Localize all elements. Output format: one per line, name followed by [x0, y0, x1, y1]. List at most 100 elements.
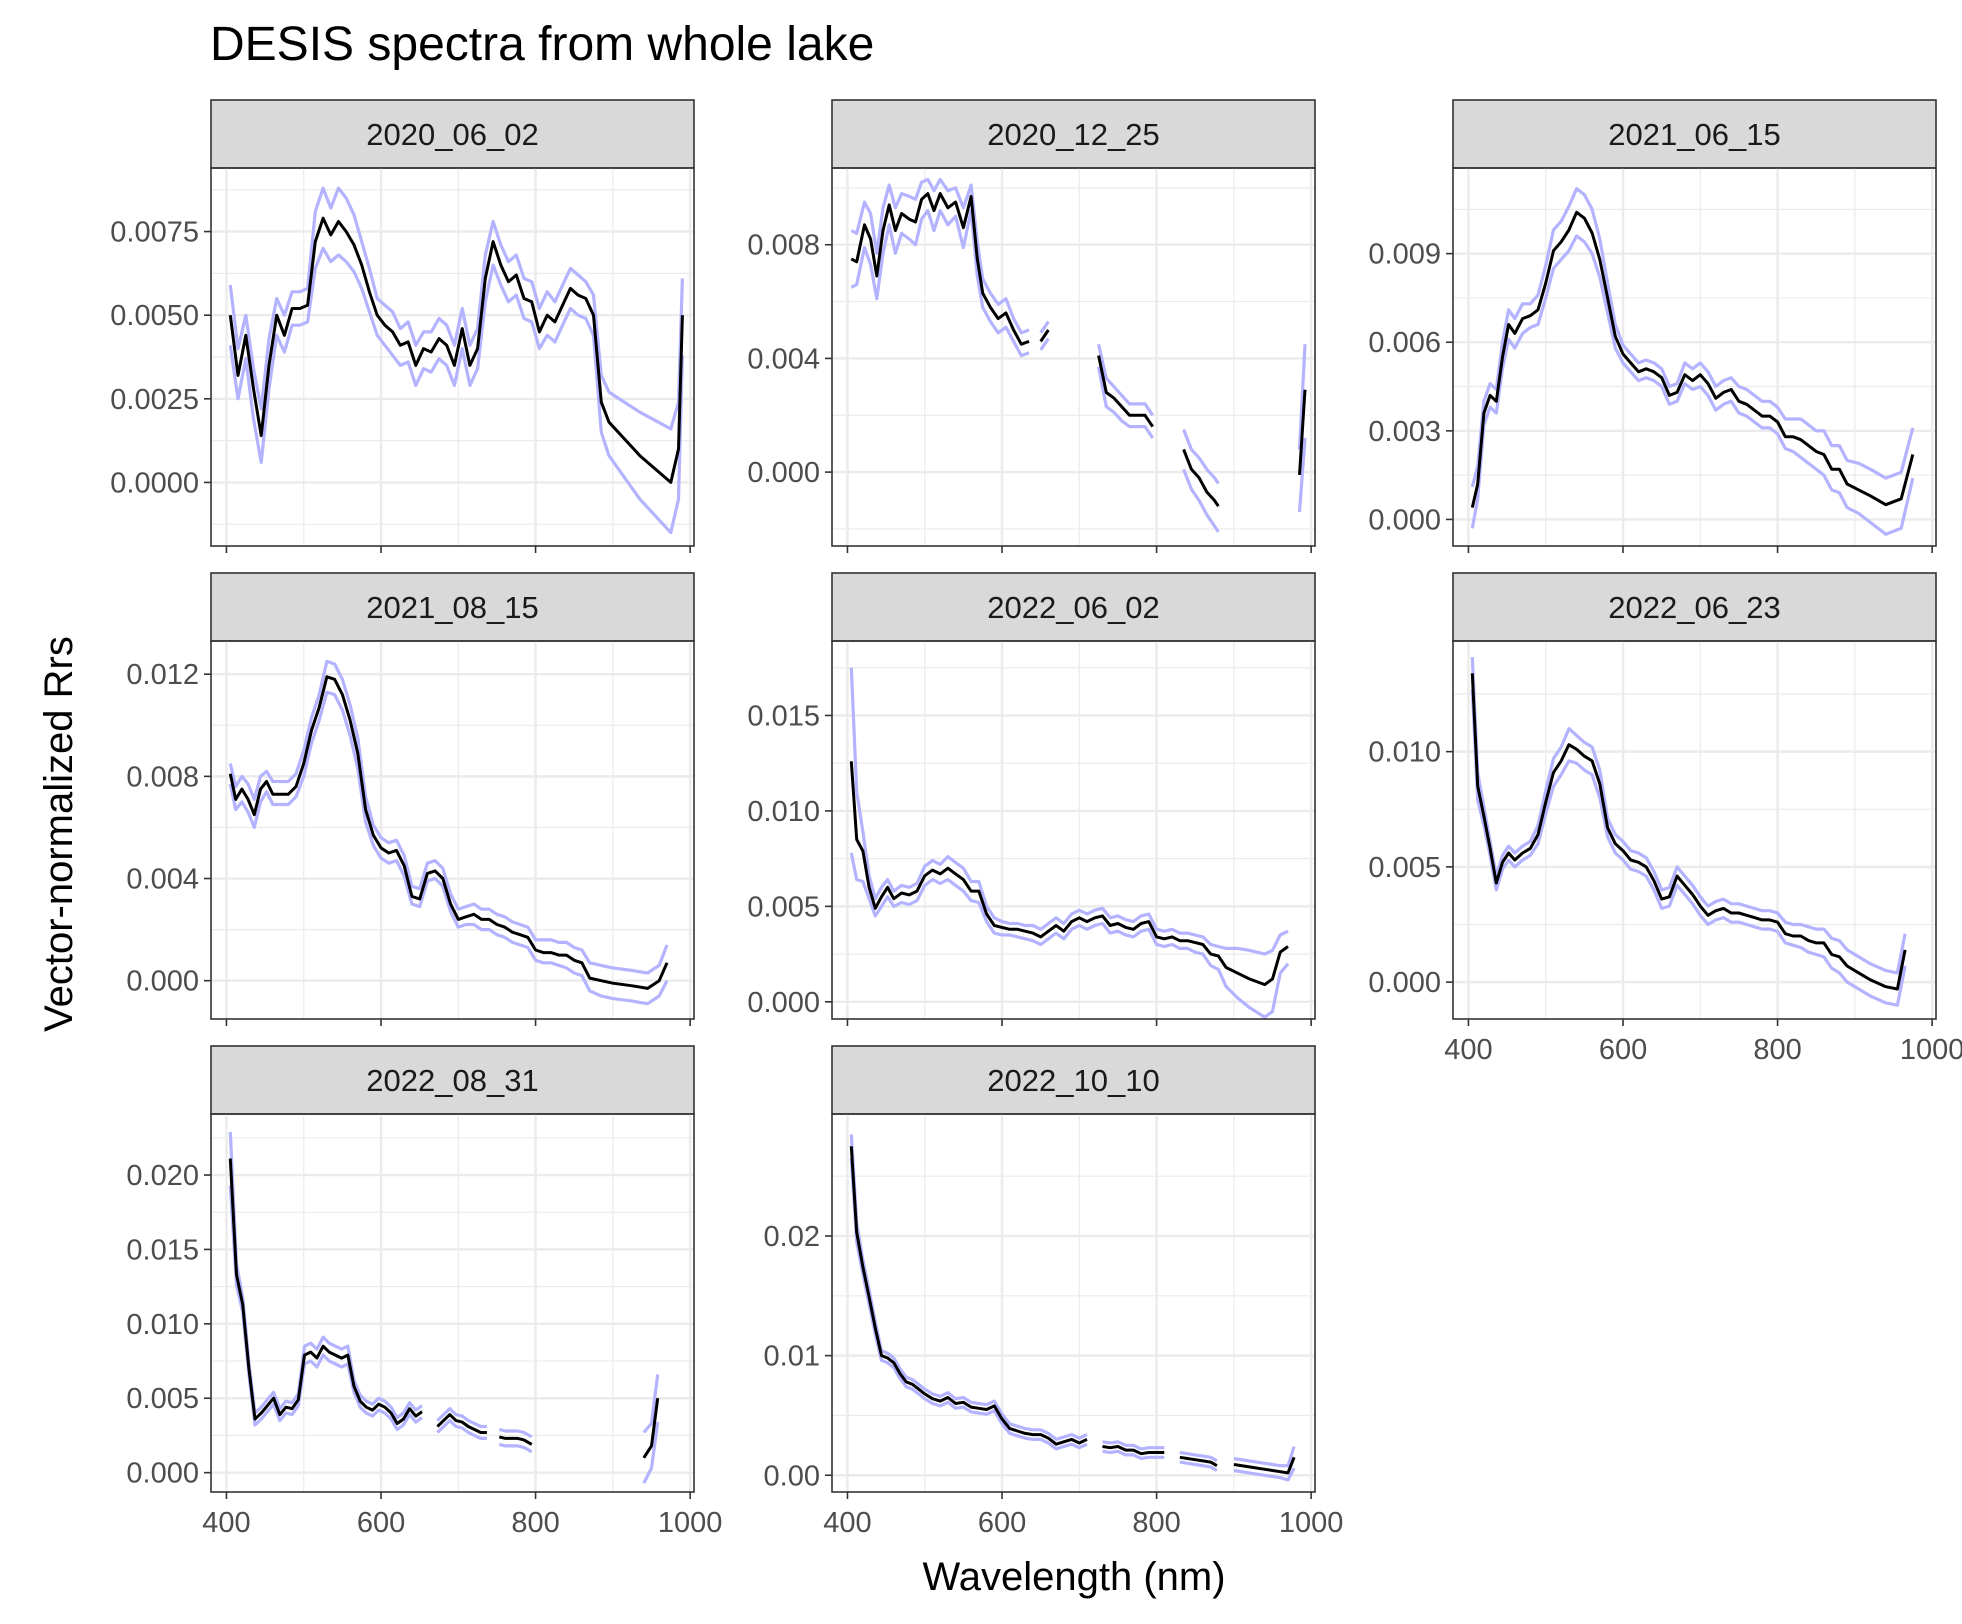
- y-tick-label: 0.005: [747, 891, 820, 923]
- x-tick-label: 1000: [658, 1507, 723, 1539]
- series-lines: [849, 1134, 1296, 1482]
- x-tick-label: 800: [511, 1507, 559, 1539]
- y-tick-label: 0.004: [126, 864, 199, 896]
- facet-label: 2020_06_02: [366, 117, 538, 152]
- lower-band-line: [850, 209, 1307, 533]
- x-tick-label: 600: [1599, 1034, 1647, 1066]
- y-tick-label: 0.000: [126, 966, 199, 998]
- y-tick-label: 0.010: [747, 796, 820, 828]
- chart-title: DESIS spectra from whole lake: [210, 18, 874, 71]
- mean-spectrum-line: [1470, 210, 1915, 508]
- x-tick-label: 400: [202, 1507, 250, 1539]
- facet-strip: [1452, 572, 1937, 642]
- gridlines: [832, 641, 1315, 1019]
- facet-strip: [210, 572, 695, 642]
- x-tick-label: 600: [357, 1507, 405, 1539]
- lower-band-line: [1470, 234, 1915, 536]
- y-tick-label: 0.015: [747, 700, 820, 732]
- x-tick-label: 1000: [1900, 1034, 1962, 1066]
- y-axis-title: Vector-normalized Rrs: [37, 636, 81, 1032]
- y-tick-label: 0.012: [126, 659, 199, 691]
- series-lines: [228, 1131, 660, 1484]
- facet-panels: 2020_06_02 0.0000 0.0025 0.0050 0.0075 2020_1…: [110, 99, 1962, 1539]
- y-tick-label: 0.005: [126, 1383, 199, 1415]
- series-lines: [228, 659, 669, 1006]
- x-axis-title: Wavelength (nm): [922, 1555, 1225, 1599]
- panel-border: [831, 167, 1316, 547]
- facet-strip: [831, 99, 1316, 169]
- mean-spectrum-line: [228, 216, 684, 484]
- lower-band-line: [228, 246, 684, 535]
- facet-strip: [831, 1045, 1316, 1115]
- panel-border: [1452, 167, 1937, 547]
- y-tick-label: 0.008: [747, 230, 820, 262]
- y-tick-label: 0.008: [126, 761, 199, 793]
- facet-strip: [831, 572, 1316, 642]
- y-tick-label: 0.010: [126, 1309, 199, 1341]
- y-tick-label: 0.000: [126, 1458, 199, 1490]
- mean-spectrum-line: [849, 1146, 1296, 1475]
- y-tick-label: 0.0000: [110, 467, 199, 499]
- y-tick-label: 0.006: [1368, 327, 1441, 359]
- gridlines: [211, 1114, 694, 1492]
- y-tick-label: 0.004: [747, 343, 820, 375]
- gridlines: [832, 1114, 1315, 1492]
- y-tick-label: 0.000: [1368, 967, 1441, 999]
- upper-band-line: [850, 177, 1307, 485]
- y-tick-label: 0.009: [1368, 239, 1441, 271]
- series-lines: [1470, 187, 1915, 536]
- panel-2020-12-25: 2020_12_25 0.000 0.004 0.008: [747, 99, 1316, 553]
- facet-label: 2022_10_10: [987, 1063, 1159, 1098]
- upper-band-line: [849, 1134, 1296, 1468]
- y-tick-label: 0.01: [764, 1341, 820, 1373]
- y-tick-label: 0.000: [747, 457, 820, 489]
- panel-2022-06-23: 2022_06_23 0.000 0.005 0.010 400 600 800 1000: [1368, 572, 1962, 1066]
- y-tick-label: 0.020: [126, 1160, 199, 1192]
- lower-band-line: [849, 852, 1290, 1019]
- facet-label: 2022_08_31: [366, 1063, 538, 1098]
- upper-band-line: [228, 659, 669, 975]
- gridlines: [1453, 168, 1936, 546]
- mean-spectrum-line: [1470, 673, 1907, 991]
- panel-border: [1452, 640, 1937, 1020]
- lower-band-line: [1470, 689, 1907, 1007]
- y-tick-label: 0.000: [1368, 504, 1441, 536]
- facet-label: 2022_06_23: [1608, 590, 1780, 625]
- facet-label: 2021_06_15: [1608, 117, 1780, 152]
- upper-band-line: [228, 1131, 660, 1439]
- series-lines: [849, 667, 1290, 1019]
- panel-border: [210, 167, 695, 547]
- series-lines: [228, 186, 684, 535]
- y-tick-label: 0.000: [747, 987, 820, 1019]
- lower-band-line: [228, 690, 669, 1006]
- y-tick-label: 0.0075: [110, 217, 199, 249]
- x-tick-label: 1000: [1279, 1507, 1344, 1539]
- y-tick-label: 0.010: [1368, 737, 1441, 769]
- y-tick-label: 0.003: [1368, 416, 1441, 448]
- mean-spectrum-line: [228, 1158, 660, 1459]
- panel-border: [210, 1113, 695, 1493]
- panel-2020-06-02: 2020_06_02 0.0000 0.0025 0.0050 0.0075: [110, 99, 695, 553]
- y-tick-label: 0.0025: [110, 384, 199, 416]
- mean-spectrum-line: [850, 192, 1307, 508]
- series-lines: [850, 177, 1307, 533]
- x-tick-label: 600: [978, 1507, 1026, 1539]
- upper-band-line: [1470, 187, 1915, 488]
- gridlines: [211, 641, 694, 1019]
- y-tick-label: 0.005: [1368, 852, 1441, 884]
- gridlines: [1453, 641, 1936, 1019]
- x-tick-label: 800: [1132, 1507, 1180, 1539]
- facet-strip: [210, 99, 695, 169]
- panel-2022-06-02: 2022_06_02 0.000 0.005 0.010 0.015: [747, 572, 1316, 1026]
- y-tick-label: 0.02: [764, 1221, 820, 1253]
- panel-2021-06-15: 2021_06_15 0.000 0.003 0.006 0.009: [1368, 99, 1937, 553]
- upper-band-line: [228, 186, 684, 431]
- gridlines: [832, 168, 1315, 546]
- y-tick-label: 0.015: [126, 1234, 199, 1266]
- facet-label: 2022_06_02: [987, 590, 1159, 625]
- x-tick-label: 400: [823, 1507, 871, 1539]
- facet-label: 2020_12_25: [987, 117, 1159, 152]
- panel-2022-10-10: 2022_10_10 0.00 0.01 0.02 400 600 800 1000: [764, 1045, 1344, 1539]
- mean-spectrum-line: [849, 761, 1289, 987]
